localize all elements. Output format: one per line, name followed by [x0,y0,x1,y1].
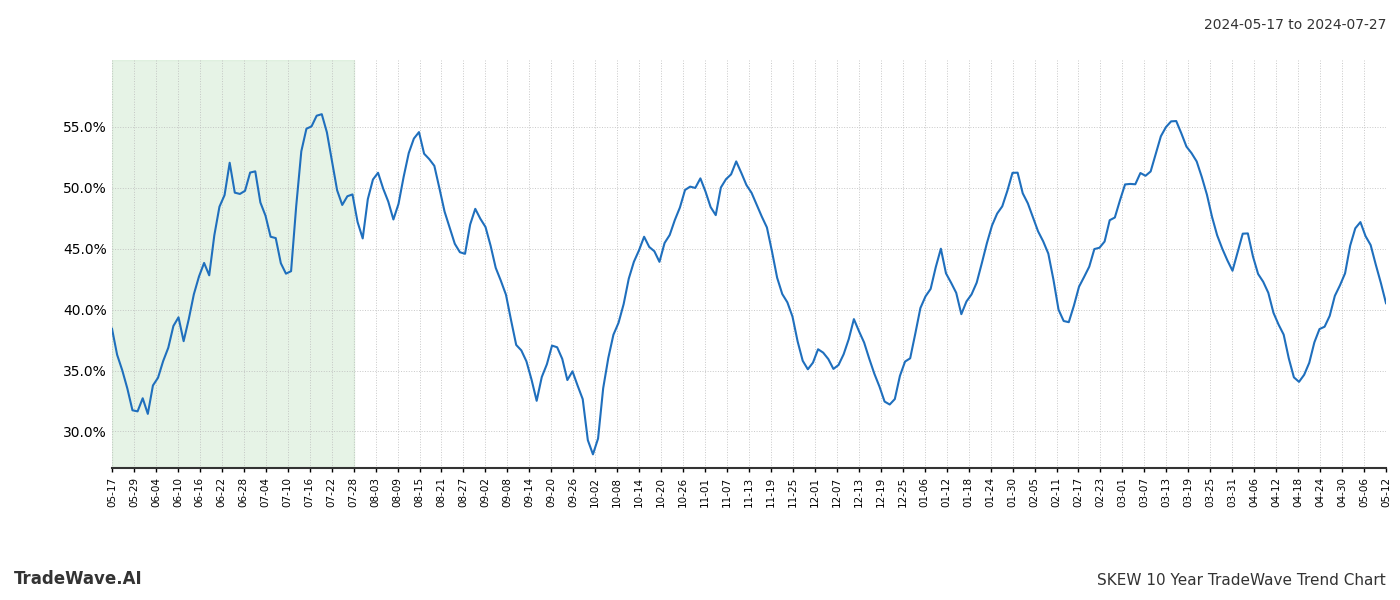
Bar [112,60,354,468]
Text: TradeWave.AI: TradeWave.AI [14,570,143,588]
Text: SKEW 10 Year TradeWave Trend Chart: SKEW 10 Year TradeWave Trend Chart [1098,573,1386,588]
Text: 2024-05-17 to 2024-07-27: 2024-05-17 to 2024-07-27 [1204,18,1386,32]
